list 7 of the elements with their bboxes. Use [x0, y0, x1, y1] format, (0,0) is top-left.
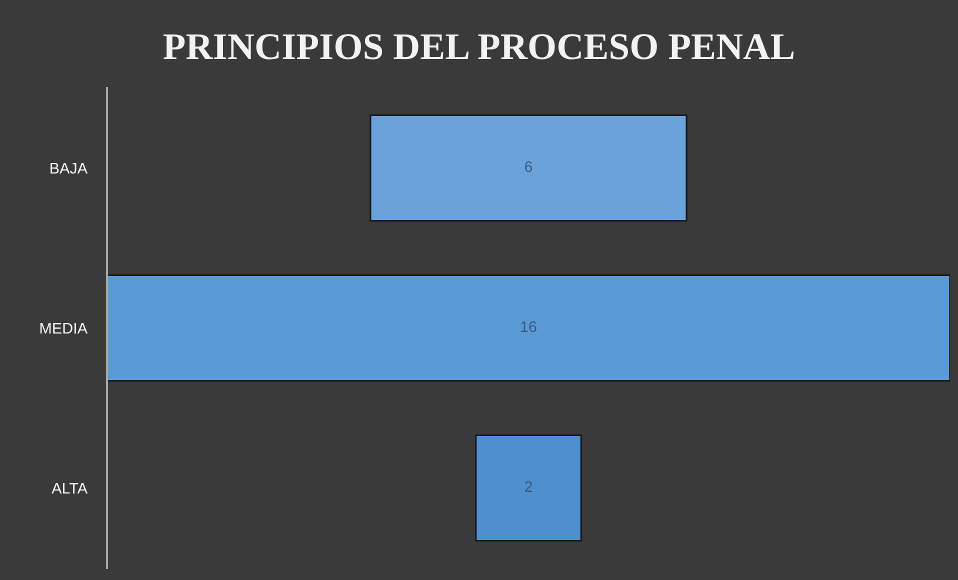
category-label: BAJA: [50, 163, 88, 174]
data-label: 2: [525, 481, 532, 492]
category-label: MEDIA: [40, 323, 88, 334]
text: PRINCIPIOS DEL PROCESO PENAL: [163, 34, 794, 60]
data-label: 16: [521, 321, 536, 332]
data-label: 6: [525, 161, 532, 172]
category-label: ALTA: [52, 483, 88, 494]
